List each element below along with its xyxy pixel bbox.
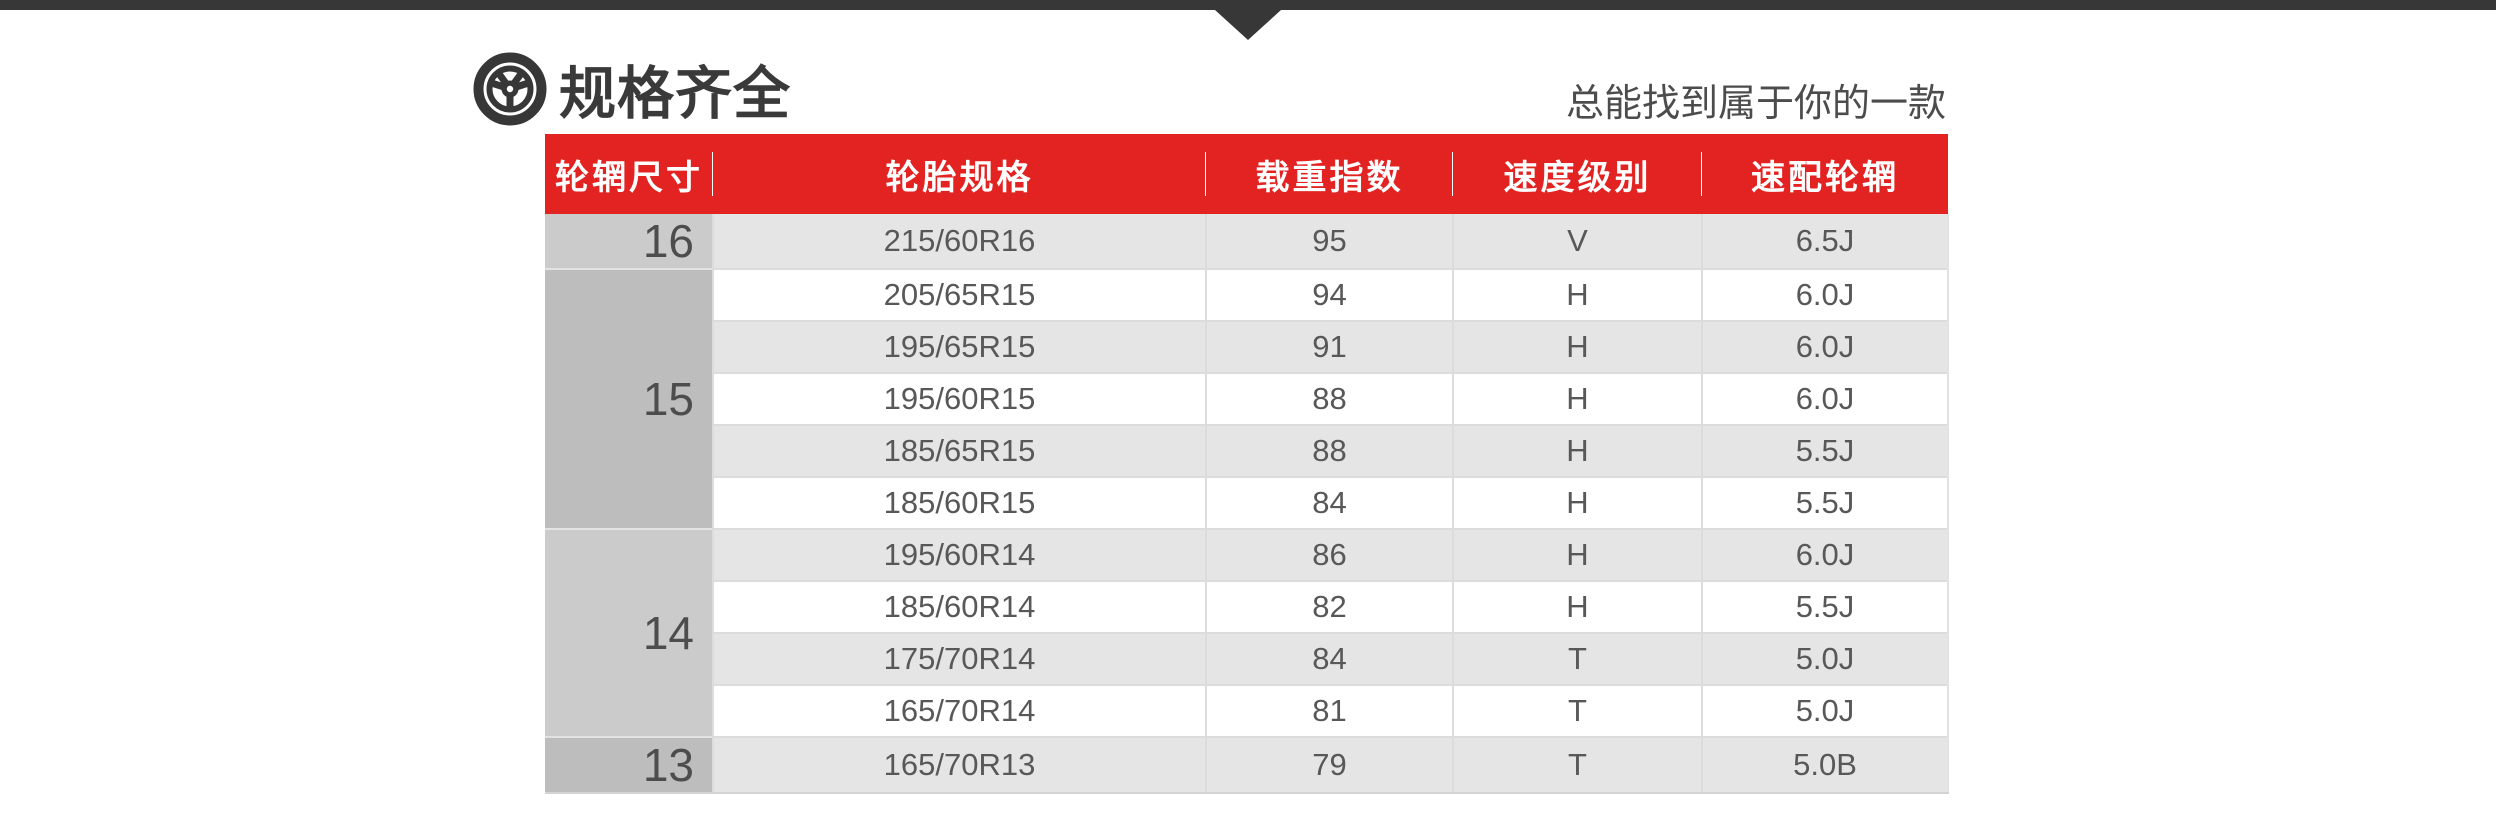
matching-rim-cell: 6.0J <box>1701 372 1949 425</box>
matching-rim-cell: 5.5J <box>1701 580 1949 633</box>
load-index-cell: 88 <box>1205 424 1453 477</box>
section-title: 规格齐全 <box>559 62 791 126</box>
matching-rim-cell: 5.0J <box>1701 684 1949 737</box>
load-index-cell: 91 <box>1205 320 1453 373</box>
table-row: 165/70R14 81 T 5.0J <box>545 684 1949 737</box>
speed-rating-cell: H <box>1452 476 1702 529</box>
section-titlebar: 规格齐全 <box>473 48 791 130</box>
down-arrow-notch <box>1215 10 1281 40</box>
speed-rating-cell: H <box>1452 580 1702 633</box>
table-row: 185/65R15 88 H 5.5J <box>545 424 1949 477</box>
tire-spec-cell: 165/70R13 <box>712 736 1206 794</box>
speed-rating-cell: T <box>1452 632 1702 685</box>
header-matching-rim: 速配轮辋 <box>1702 134 1948 214</box>
rim-size-cell: 14 <box>545 528 713 737</box>
load-index-cell: 84 <box>1205 632 1453 685</box>
load-index-cell: 81 <box>1205 684 1453 737</box>
matching-rim-cell: 5.5J <box>1701 424 1949 477</box>
table-header: 轮辋尺寸 轮胎规格 载重指数 速度级别 速配轮辋 <box>545 134 1948 214</box>
matching-rim-cell: 6.0J <box>1701 268 1949 321</box>
load-index-cell: 82 <box>1205 580 1453 633</box>
speed-rating-cell: T <box>1452 736 1702 794</box>
table-row: 185/60R15 84 H 5.5J <box>545 476 1949 529</box>
table-row: 13 165/70R13 79 T 5.0B <box>545 736 1949 794</box>
tire-spec-cell: 195/60R15 <box>712 372 1206 425</box>
header-load-index: 载重指数 <box>1206 134 1454 214</box>
header-tire-spec: 轮胎规格 <box>713 134 1207 214</box>
tire-spec-cell: 185/65R15 <box>712 424 1206 477</box>
tire-spec-cell: 195/65R15 <box>712 320 1206 373</box>
tire-spec-cell: 175/70R14 <box>712 632 1206 685</box>
speed-rating-cell: V <box>1452 214 1702 269</box>
speed-rating-cell: T <box>1452 684 1702 737</box>
rim-size-cell: 13 <box>545 736 713 794</box>
load-index-cell: 86 <box>1205 528 1453 581</box>
matching-rim-cell: 5.0J <box>1701 632 1949 685</box>
load-index-cell: 94 <box>1205 268 1453 321</box>
top-dark-bar <box>0 0 2496 10</box>
table-row: 16 215/60R16 95 V 6.5J <box>545 214 1949 269</box>
tire-spec-cell: 195/60R14 <box>712 528 1206 581</box>
tire-spec-table: 轮辋尺寸 轮胎规格 载重指数 速度级别 速配轮辋 16 215/60R16 95… <box>545 134 1949 794</box>
matching-rim-cell: 6.5J <box>1701 214 1949 269</box>
load-index-cell: 88 <box>1205 372 1453 425</box>
rim-size-cell: 16 <box>545 214 713 269</box>
table-row: 175/70R14 84 T 5.0J <box>545 632 1949 685</box>
matching-rim-cell: 5.5J <box>1701 476 1949 529</box>
header-speed-rating: 速度级别 <box>1453 134 1703 214</box>
load-index-cell: 84 <box>1205 476 1453 529</box>
header-rim-size: 轮辋尺寸 <box>545 134 714 214</box>
wheel-icon <box>473 52 547 126</box>
speed-rating-cell: H <box>1452 424 1702 477</box>
table-row: 195/60R15 88 H 6.0J <box>545 372 1949 425</box>
tire-spec-cell: 205/65R15 <box>712 268 1206 321</box>
table-row: 195/65R15 91 H 6.0J <box>545 320 1949 373</box>
matching-rim-cell: 5.0B <box>1701 736 1949 794</box>
tire-spec-cell: 185/60R14 <box>712 580 1206 633</box>
tire-spec-cell: 215/60R16 <box>712 214 1206 269</box>
load-index-cell: 79 <box>1205 736 1453 794</box>
table-row: 185/60R14 82 H 5.5J <box>545 580 1949 633</box>
rim-size-cell: 15 <box>545 268 713 529</box>
section-subtitle: 总能找到属于你的一款 <box>1565 83 1946 125</box>
speed-rating-cell: H <box>1452 528 1702 581</box>
table-row: 15 205/65R15 94 H 6.0J <box>545 268 1949 529</box>
tire-spec-cell: 165/70R14 <box>712 684 1206 737</box>
speed-rating-cell: H <box>1452 320 1702 373</box>
matching-rim-cell: 6.0J <box>1701 320 1949 373</box>
tire-spec-cell: 185/60R15 <box>712 476 1206 529</box>
matching-rim-cell: 6.0J <box>1701 528 1949 581</box>
speed-rating-cell: H <box>1452 268 1702 321</box>
speed-rating-cell: H <box>1452 372 1702 425</box>
load-index-cell: 95 <box>1205 214 1453 269</box>
table-row: 14 195/60R14 86 H 6.0J <box>545 528 1949 737</box>
